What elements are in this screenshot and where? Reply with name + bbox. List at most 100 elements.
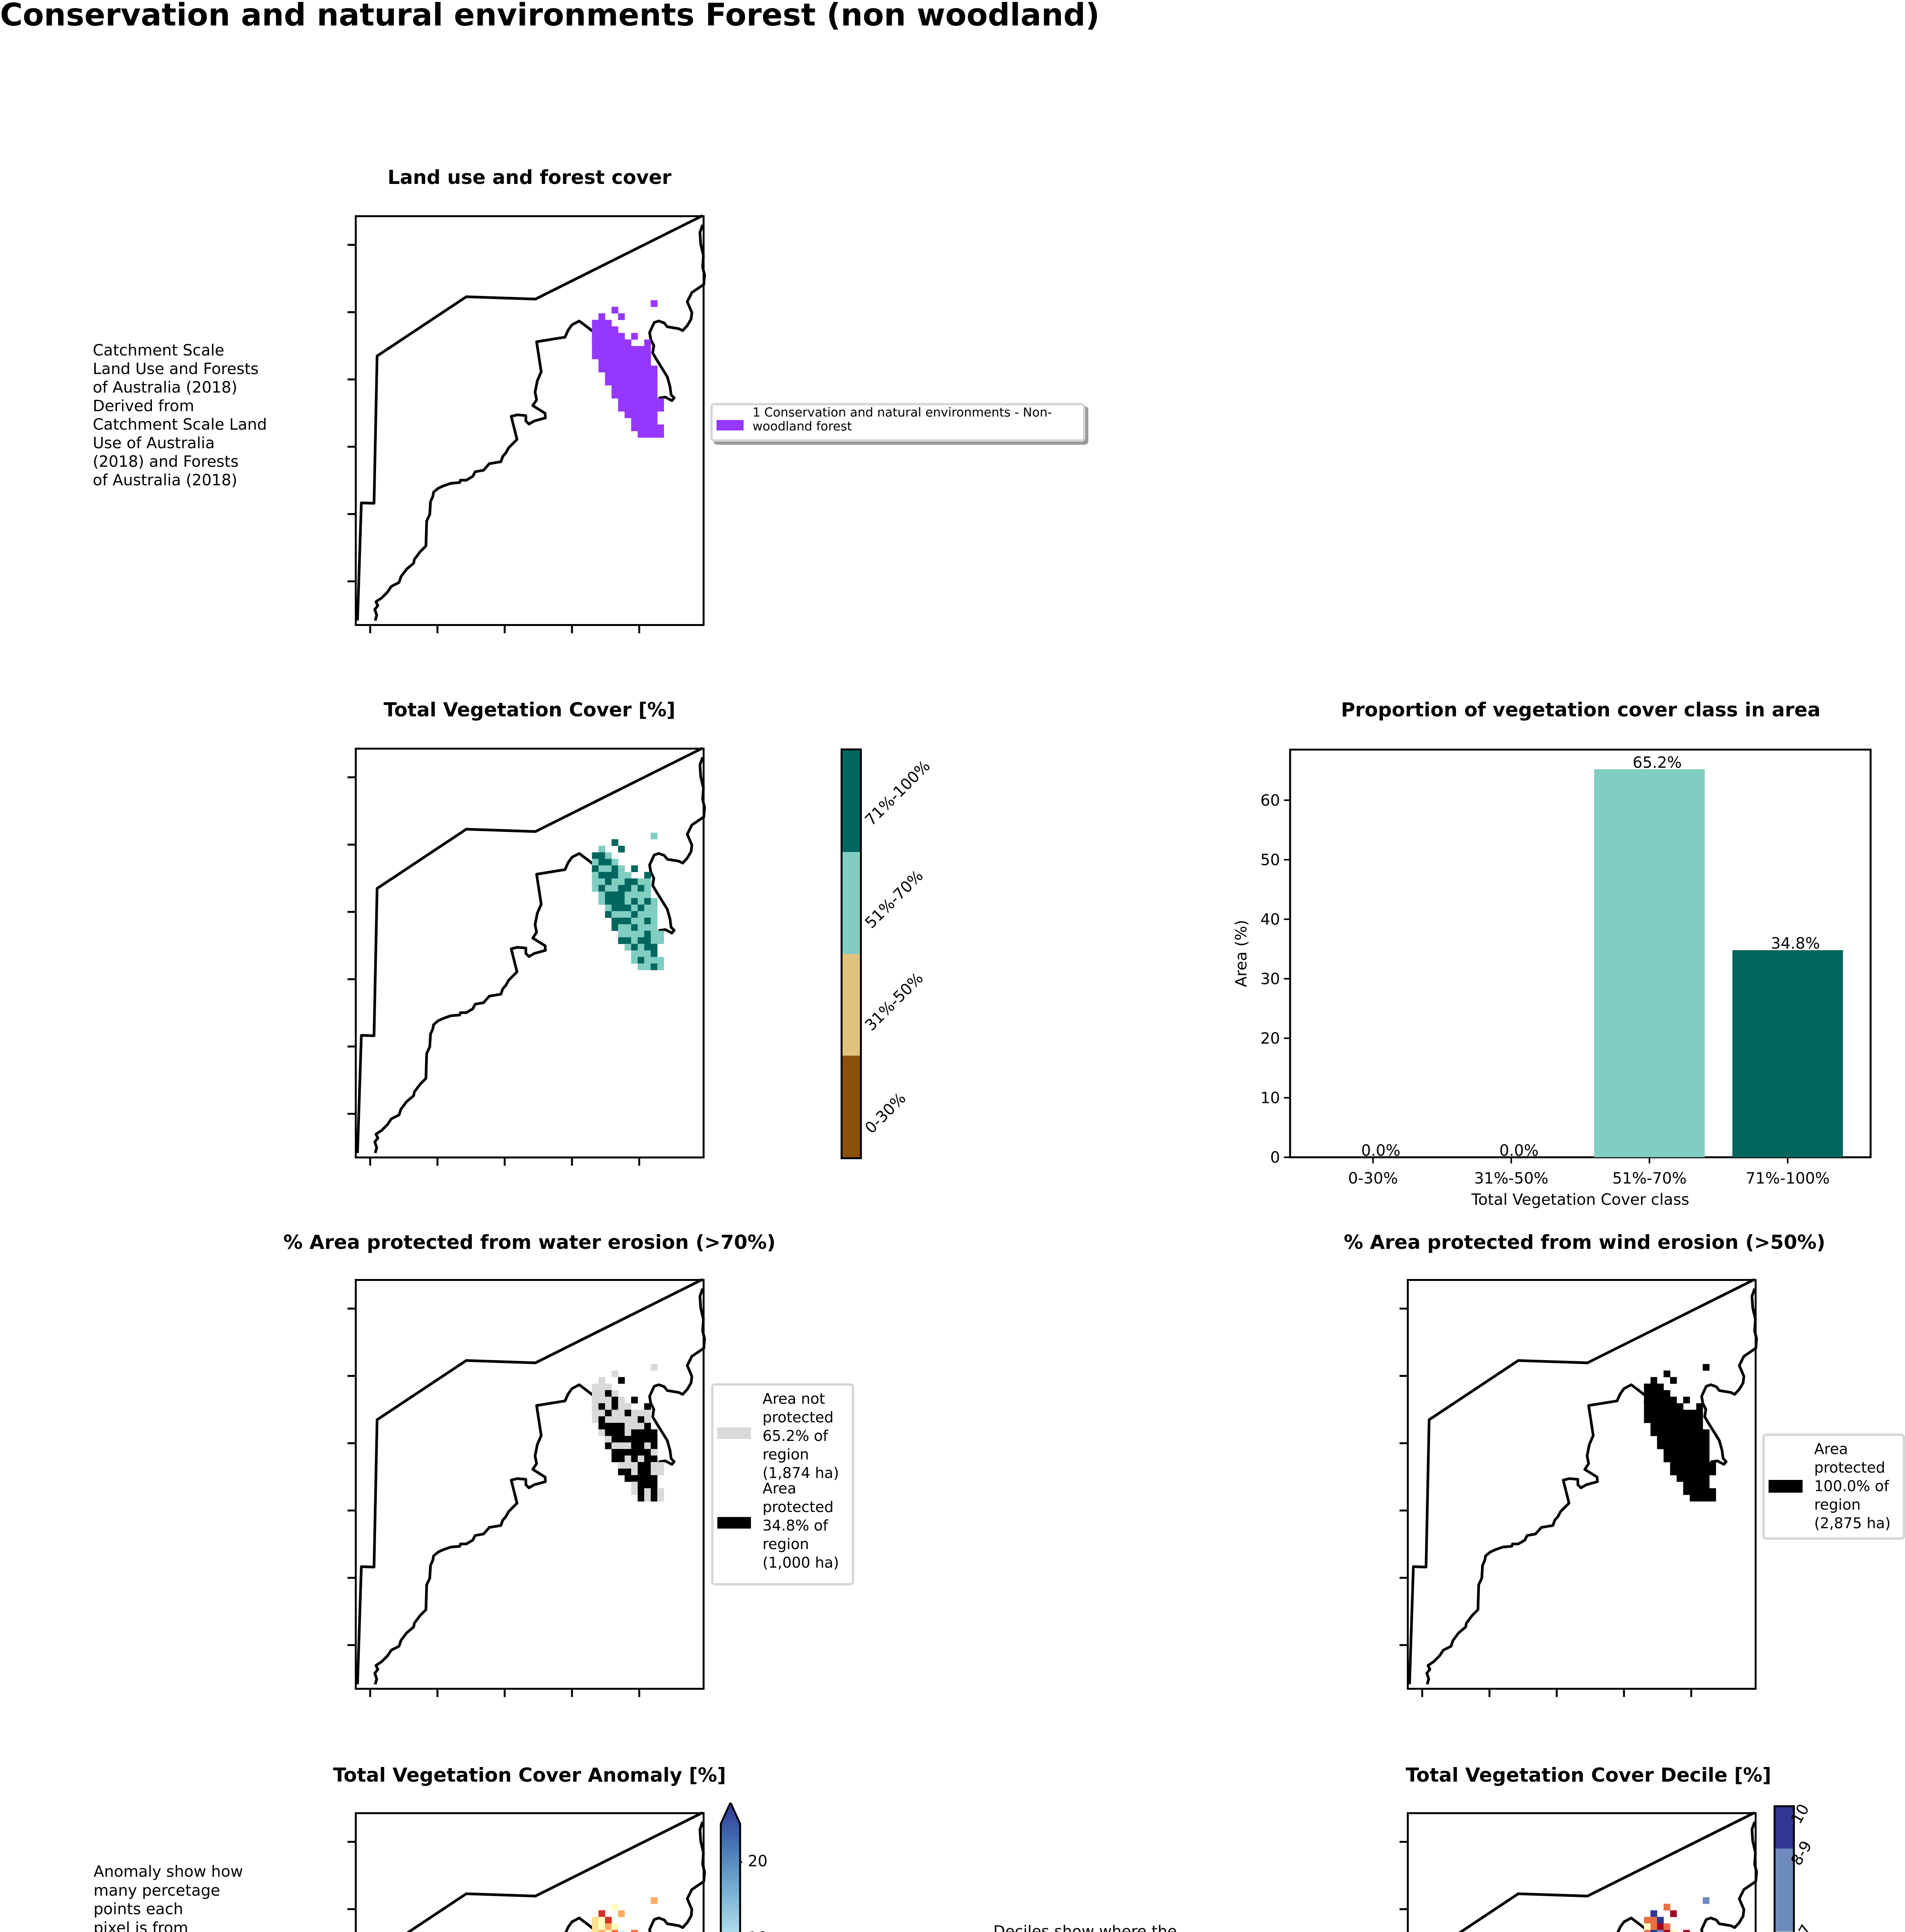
map-pixel — [605, 333, 612, 340]
map-pixel — [1696, 1403, 1703, 1410]
map-pixel — [1702, 1462, 1710, 1469]
map-pixel — [611, 339, 618, 346]
map-pixel — [625, 1423, 632, 1430]
map-pixel — [611, 1416, 618, 1423]
map-pixel — [618, 1416, 625, 1423]
map-pixel — [1663, 1429, 1670, 1436]
map-pixel — [598, 1396, 605, 1403]
map-pixel — [1696, 1462, 1703, 1469]
map-pixel — [618, 346, 625, 353]
coastline — [564, 1821, 706, 1932]
land-use-title: Land use and forest cover — [387, 166, 672, 189]
map-pixel — [598, 859, 605, 866]
map-pixel — [1689, 1488, 1697, 1495]
map-pixel — [1683, 1436, 1690, 1443]
map-pixel — [1689, 1495, 1697, 1502]
map-pixel — [598, 339, 605, 346]
bar-chart: 0.0% 0-30% 0.0% 31%-50% 65.2% 51%-70% 34.8% 71%… — [1233, 748, 1872, 1209]
map-pixel — [1677, 1403, 1684, 1410]
axis-ticks — [347, 776, 640, 1166]
map-pixel — [625, 372, 632, 379]
map-pixel — [605, 346, 612, 353]
map-pixel — [625, 885, 632, 892]
map-pixel — [631, 372, 638, 379]
map-pixel — [631, 1429, 638, 1436]
map-pixel — [650, 1481, 658, 1488]
map-pixel — [644, 1410, 651, 1417]
map-pixel — [650, 944, 658, 951]
map-pixel — [650, 1488, 658, 1495]
bar — [1594, 769, 1705, 1157]
map-pixel — [611, 1442, 618, 1449]
map-pixel — [644, 937, 651, 944]
colorbar-tick-label: 20 — [748, 1852, 768, 1870]
axis-ticks — [1399, 1841, 1409, 1910]
map-pixel — [605, 1423, 612, 1430]
colorbar-band — [843, 1055, 860, 1157]
map-pixel — [1650, 1423, 1657, 1430]
map-pixel — [592, 1930, 599, 1932]
map-pixel — [637, 957, 645, 964]
map-pixel — [631, 891, 638, 898]
map-pixel — [637, 398, 645, 405]
map-pixel — [650, 1442, 658, 1449]
map-pixel — [1696, 1481, 1703, 1488]
map-pixel — [611, 306, 618, 314]
map-pixel — [644, 1481, 651, 1488]
map-pixel — [598, 852, 605, 859]
map-pixel — [637, 930, 645, 938]
map-pixel — [625, 405, 632, 412]
map-pixel — [1650, 1910, 1657, 1917]
map-pixel — [625, 352, 632, 359]
map-pixel — [657, 963, 664, 970]
map-pixel — [1644, 1396, 1651, 1403]
map-pixel — [618, 930, 625, 938]
map-pixel — [611, 924, 618, 931]
map-pixel — [618, 905, 625, 912]
bar-data-label: 65.2% — [1633, 754, 1682, 772]
map-pixel — [637, 346, 645, 353]
legend-label-protected: Area protected 34.8% of region (1,000 ha… — [763, 1480, 839, 1571]
map-pixel — [618, 898, 625, 905]
anomaly-note: Anomaly show how many percetage points e… — [94, 1863, 243, 1932]
map-pixel — [657, 1462, 664, 1469]
map-pixel — [611, 839, 618, 846]
map-pixel — [618, 917, 625, 925]
map-pixel — [1663, 1903, 1670, 1911]
map-pixel — [598, 898, 605, 905]
map-pixel — [637, 937, 645, 944]
map-pixel — [644, 1403, 651, 1410]
state-border-line — [356, 747, 703, 1153]
map-pixel — [618, 391, 625, 399]
map-pixel — [644, 1442, 651, 1449]
map-pixel — [631, 950, 638, 957]
map-pixel — [611, 1423, 618, 1430]
map-pixel — [1683, 1396, 1690, 1403]
map-pixel — [1689, 1455, 1697, 1463]
map-pixel — [637, 1436, 645, 1443]
map-pixel — [611, 865, 618, 872]
map-pixel — [1689, 1436, 1697, 1443]
legend-label-not-protected: Area not protected 65.2% of region (1,87… — [763, 1390, 839, 1481]
state-border-line — [1408, 1278, 1755, 1685]
map-pixel — [618, 313, 625, 320]
water-erosion-map — [347, 1278, 706, 1697]
map-pixel — [605, 891, 612, 898]
decile-colorbar — [1774, 1805, 1795, 1932]
plot-frame — [1289, 748, 1872, 1158]
colorbar-label: 31%-50% — [861, 969, 927, 1035]
map-pixel — [644, 1468, 651, 1476]
map-pixel — [592, 333, 599, 340]
map-pixel — [1683, 1423, 1690, 1430]
map-pixel — [631, 878, 638, 885]
map-pixel — [1696, 1488, 1703, 1495]
map-pixel — [657, 424, 664, 431]
map-pixel — [592, 872, 599, 879]
anomaly-map-svg — [347, 1811, 706, 1932]
map-pixel — [637, 1442, 645, 1449]
map-pixel — [1670, 1436, 1677, 1443]
map-pixel — [1683, 1475, 1690, 1482]
map-pixel — [657, 398, 664, 405]
map-pixel — [1657, 1390, 1664, 1397]
legend-label-protected: Area protected 100.0% of region (2,875 h… — [1814, 1440, 1891, 1532]
